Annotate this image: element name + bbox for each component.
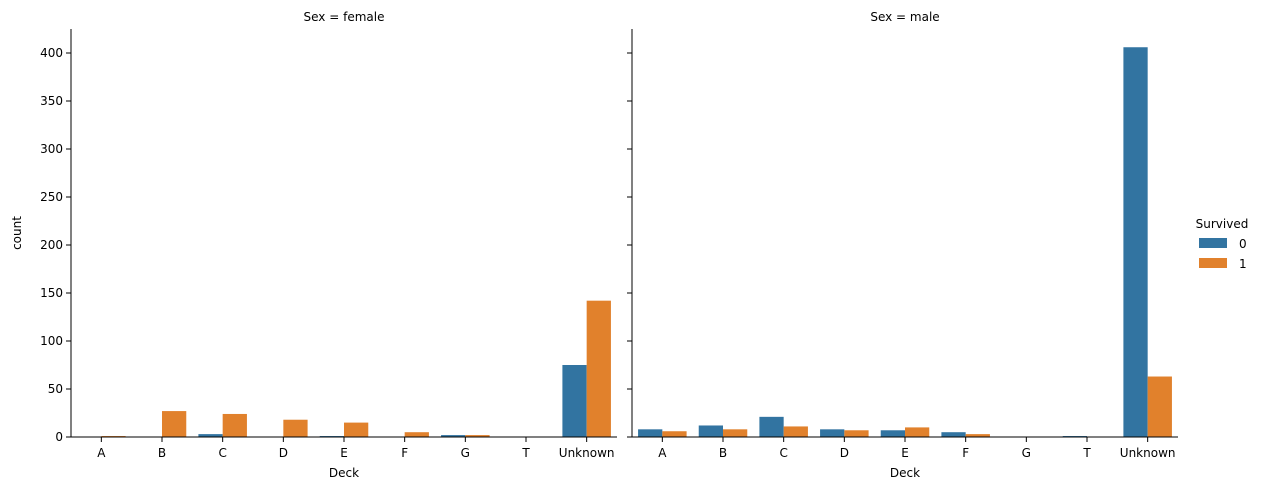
x-tick-label: A bbox=[658, 446, 667, 460]
y-tick-label: 50 bbox=[48, 382, 63, 396]
x-tick-label: F bbox=[401, 446, 408, 460]
bar-E-survived-0 bbox=[880, 430, 905, 437]
x-tick-label: C bbox=[218, 446, 226, 460]
x-tick-label: A bbox=[97, 446, 106, 460]
bar-Unknown-survived-1 bbox=[586, 300, 611, 437]
x-tick-label: F bbox=[962, 446, 969, 460]
bar-A-survived-1 bbox=[662, 431, 687, 437]
facet-panel-1: Sex = female 0 50 100 150 200 250 300 350 400 A B C D… bbox=[40, 10, 617, 480]
legend: Survived 0 1 bbox=[1196, 217, 1249, 271]
facet-title: Sex = female bbox=[304, 10, 385, 24]
y-tick-label: 350 bbox=[40, 94, 63, 108]
y-tick-label: 150 bbox=[40, 286, 63, 300]
legend-label-0: 0 bbox=[1239, 237, 1247, 251]
bar-F-survived-1 bbox=[965, 434, 990, 437]
bar-D-survived-1 bbox=[283, 419, 308, 437]
x-tick-label: E bbox=[340, 446, 348, 460]
y-tick-label: 100 bbox=[40, 334, 63, 348]
x-tick-label: B bbox=[719, 446, 727, 460]
legend-title: Survived bbox=[1196, 217, 1249, 231]
x-tick-label: Unknown bbox=[1120, 446, 1176, 460]
bar-D-survived-1 bbox=[844, 430, 869, 437]
facet-panel-2: Sex = male A B C D E F G T Unknown Deck bbox=[627, 10, 1178, 480]
x-axis-label: Deck bbox=[329, 466, 359, 480]
facet-title: Sex = male bbox=[870, 10, 939, 24]
x-tick-label: T bbox=[521, 446, 530, 460]
legend-swatch-1 bbox=[1199, 258, 1227, 268]
bar-C-survived-0 bbox=[198, 434, 223, 437]
x-tick-label: G bbox=[1022, 446, 1031, 460]
bar-G-survived-1 bbox=[465, 435, 490, 437]
x-tick-label: C bbox=[779, 446, 787, 460]
y-tick-label: 0 bbox=[55, 430, 63, 444]
bar-B-survived-1 bbox=[162, 411, 187, 437]
x-tick-label: E bbox=[901, 446, 909, 460]
bar-C-survived-0 bbox=[759, 416, 784, 437]
bar-G-survived-0 bbox=[441, 435, 466, 437]
x-tick-label: Unknown bbox=[559, 446, 615, 460]
bar-C-survived-1 bbox=[783, 426, 808, 437]
y-tick-label: 300 bbox=[40, 142, 63, 156]
bar-Unknown-survived-0 bbox=[1123, 47, 1148, 438]
bar-F-survived-0 bbox=[941, 432, 966, 437]
legend-label-1: 1 bbox=[1239, 257, 1247, 271]
x-tick-label: T bbox=[1082, 446, 1091, 460]
y-tick-label: 250 bbox=[40, 190, 63, 204]
x-axis-label: Deck bbox=[890, 466, 920, 480]
y-tick-label: 200 bbox=[40, 238, 63, 252]
x-tick-label: G bbox=[461, 446, 470, 460]
bar-E-survived-1 bbox=[905, 427, 930, 437]
bar-Unknown-survived-0 bbox=[562, 365, 587, 437]
y-tick-label: 400 bbox=[40, 46, 63, 60]
bar-E-survived-1 bbox=[344, 422, 369, 437]
legend-swatch-0 bbox=[1199, 238, 1227, 248]
bar-B-survived-1 bbox=[723, 429, 748, 437]
x-tick-label: D bbox=[279, 446, 288, 460]
bar-D-survived-0 bbox=[820, 429, 845, 437]
bar-B-survived-0 bbox=[698, 425, 723, 437]
bar-F-survived-1 bbox=[404, 432, 429, 437]
x-tick-label: D bbox=[840, 446, 849, 460]
bar-A-survived-0 bbox=[638, 429, 663, 437]
bar-Unknown-survived-1 bbox=[1147, 376, 1172, 437]
y-axis-label: count bbox=[10, 216, 24, 250]
x-tick-label: B bbox=[158, 446, 166, 460]
bar-C-survived-1 bbox=[222, 413, 247, 437]
